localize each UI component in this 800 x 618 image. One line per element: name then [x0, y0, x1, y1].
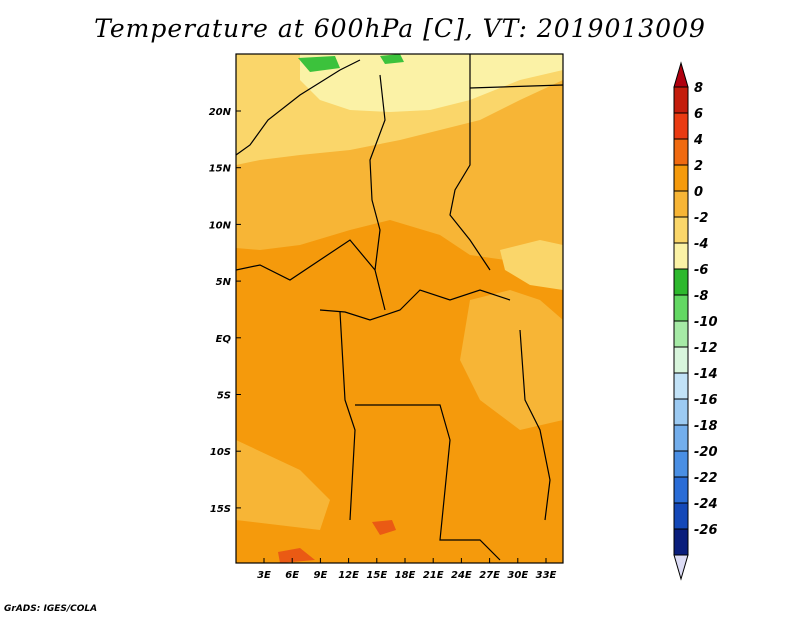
- colorbar-label: 2: [694, 159, 703, 174]
- colorbar-label: -14: [694, 367, 718, 382]
- colorbar-label: -16: [694, 393, 718, 408]
- longitude-axis: 3E 6E 9E 12E 15E 18E 21E 24E 27E 30E 33E: [257, 558, 557, 581]
- lon-label: 12E: [338, 570, 359, 581]
- colorbar-label: -12: [694, 341, 718, 356]
- colorbar-label: -20: [694, 445, 718, 460]
- hot-spot-sw: [278, 548, 315, 563]
- colorbar-label: -2: [694, 211, 708, 226]
- lon-label: 21E: [423, 570, 444, 581]
- colorbar-swatch: [673, 190, 689, 218]
- colorbar-label: 0: [694, 185, 703, 200]
- country-borders: [236, 54, 563, 561]
- lon-label: 6E: [285, 570, 299, 581]
- field-band-2-east: [460, 290, 563, 430]
- colorbar-swatch: [673, 164, 689, 192]
- lon-label: 33E: [536, 570, 557, 581]
- cold-patch-north: [298, 56, 340, 72]
- colorbar-label: -26: [694, 523, 718, 538]
- colorbar-swatch: [673, 294, 689, 322]
- colorbar-swatch: [673, 372, 689, 400]
- colorbar-swatch: [673, 502, 689, 530]
- lat-label: 5S: [217, 391, 231, 402]
- lat-label: 10S: [210, 447, 231, 458]
- lon-label: 30E: [507, 570, 528, 581]
- colorbar-swatch: [673, 476, 689, 504]
- colorbar-label: -6: [694, 263, 708, 278]
- lon-label: 9E: [314, 570, 328, 581]
- colorbar-swatch: [673, 398, 689, 426]
- colorbar-swatch: [673, 112, 689, 140]
- colorbar-label: -10: [694, 315, 718, 330]
- hot-spot-south: [372, 520, 396, 535]
- lat-label: 10N: [209, 220, 232, 231]
- colorbar-over-arrow: [673, 61, 689, 88]
- colorbar-label: -8: [694, 289, 708, 304]
- colorbar-swatch: [673, 216, 689, 244]
- lon-label: 27E: [479, 570, 500, 581]
- temperature-field: [236, 54, 563, 563]
- lat-label: 15N: [209, 164, 232, 175]
- lat-label: 5N: [216, 277, 232, 288]
- lat-label: 15S: [210, 504, 231, 515]
- colorbar-swatch: [673, 320, 689, 348]
- colorbar-label: -24: [694, 497, 718, 512]
- field-band-2-south: [236, 440, 330, 530]
- cold-patch-north-2: [380, 54, 404, 64]
- colorbar: 8 6 4 2 0 -2 -4 -6 -8 -10 -12 -14 -16 -18 -20 -22 -24 -26: [673, 61, 718, 581]
- colorbar-label: 4: [693, 133, 703, 148]
- colorbar-swatch: [673, 528, 689, 556]
- colorbar-label: 6: [694, 107, 703, 122]
- colorbar-label: -22: [694, 471, 718, 486]
- lon-label: 24E: [451, 570, 472, 581]
- colorbar-label: -4: [694, 237, 708, 252]
- lon-label: 18E: [395, 570, 416, 581]
- colorbar-swatch: [673, 86, 689, 114]
- colorbar-under-arrow: [673, 554, 689, 581]
- colorbar-swatch: [673, 424, 689, 452]
- colorbar-label: 8: [694, 81, 703, 96]
- colorbar-swatch: [673, 138, 689, 166]
- colorbar-swatch: [673, 346, 689, 374]
- field-band-4: [300, 54, 563, 112]
- colorbar-swatch: [673, 242, 689, 270]
- grads-credit: GrADS: IGES/COLA: [4, 604, 98, 614]
- lat-label: 20N: [209, 107, 232, 118]
- lat-label: EQ: [216, 334, 232, 345]
- field-band-3-east: [500, 240, 563, 290]
- colorbar-swatch: [673, 268, 689, 296]
- chart-title: Temperature at 600hPa [C], VT: 201901300…: [94, 14, 706, 43]
- colorbar-swatch: [673, 450, 689, 478]
- colorbar-label: -18: [694, 419, 718, 434]
- lon-label: 3E: [257, 570, 271, 581]
- lon-label: 15E: [366, 570, 387, 581]
- latitude-axis: 20N 15N 10N 5N EQ 5S 10S 15S: [209, 107, 241, 515]
